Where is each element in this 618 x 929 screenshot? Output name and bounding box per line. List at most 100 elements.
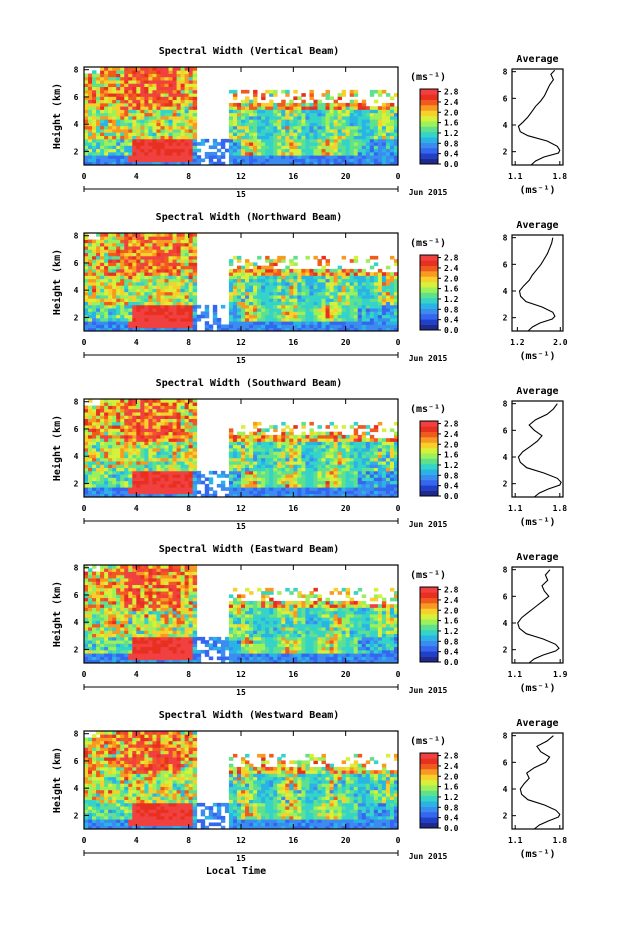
heatmap-cell <box>144 434 149 439</box>
heatmap-cell <box>289 99 294 104</box>
heatmap-cell <box>293 444 298 449</box>
heatmap-cell <box>96 129 101 133</box>
heatmap-cell <box>373 255 379 260</box>
heatmap-cell <box>108 239 113 244</box>
heatmap-cell <box>349 311 355 316</box>
heatmap-cell <box>160 236 165 240</box>
heatmap-cell <box>124 291 129 296</box>
heatmap-cell <box>277 125 282 130</box>
heatmap-cell <box>140 288 145 293</box>
heatmap-cell <box>389 282 395 286</box>
heatmap-cell <box>269 119 274 123</box>
heatmap-cell <box>184 155 190 159</box>
heatmap-cell <box>104 324 109 329</box>
heatmap-cell <box>152 451 157 455</box>
heatmap-cell <box>172 288 177 293</box>
heatmap-cell <box>140 135 145 140</box>
heatmap-cell <box>361 135 367 140</box>
heatmap-cell <box>357 132 363 136</box>
heatmap-cell <box>245 265 250 270</box>
heatmap-cell <box>144 275 149 280</box>
heatmap-cell <box>277 285 282 289</box>
heatmap-cell <box>329 285 334 289</box>
heatmap-cell <box>156 464 161 468</box>
heatmap-cell <box>253 158 258 163</box>
heatmap-cell <box>160 418 165 423</box>
heatmap-cell <box>164 457 169 462</box>
heatmap-cell <box>124 268 129 273</box>
heatmap-cell <box>305 434 310 439</box>
heatmap-cell <box>124 402 129 406</box>
heatmap-cell <box>196 317 202 322</box>
heatmap-cell <box>124 418 129 423</box>
heatmap-cell <box>345 109 351 114</box>
heatmap-cell <box>128 285 133 289</box>
heatmap-cell <box>136 415 141 419</box>
heatmap-cell <box>261 151 266 156</box>
heatmap-cell <box>128 255 133 260</box>
heatmap-cell <box>321 155 326 159</box>
heatmap-cell <box>297 285 302 289</box>
heatmap-cell <box>249 275 254 280</box>
heatmap-cell <box>128 321 133 325</box>
heatmap-cell <box>337 295 343 299</box>
heatmap-cell <box>253 301 258 306</box>
heatmap-cell <box>120 151 125 156</box>
heatmap-cell <box>297 135 302 140</box>
heatmap-cell <box>180 252 186 257</box>
heatmap-cell <box>345 112 351 117</box>
heatmap-cell <box>341 285 347 289</box>
heatmap-cell <box>120 425 125 429</box>
heatmap-cell <box>369 311 375 316</box>
heatmap-cell <box>128 448 133 452</box>
heatmap-cell <box>353 93 359 97</box>
heatmap-cell <box>100 282 105 286</box>
heatmap-cell <box>361 272 367 276</box>
heatmap-cell <box>84 298 89 302</box>
heatmap-cell <box>88 135 93 140</box>
heatmap-cell <box>377 321 383 325</box>
heatmap-cell <box>325 102 330 107</box>
heatmap-cell <box>124 438 129 442</box>
heatmap-cell <box>313 278 318 283</box>
heatmap-cell <box>349 112 355 117</box>
heatmap-cell <box>228 109 234 114</box>
heatmap-cell <box>100 317 105 322</box>
heatmap-cell <box>305 321 310 325</box>
heatmap-cell <box>253 457 258 462</box>
heatmap-cell <box>128 428 133 433</box>
heatmap-cell <box>172 259 177 263</box>
heatmap-cell <box>333 301 339 306</box>
heatmap-cell <box>108 493 113 498</box>
heatmap-cell <box>148 70 153 74</box>
heatmap-cell <box>188 308 194 312</box>
heatmap-cell <box>297 470 302 475</box>
heatmap-cell <box>192 80 198 84</box>
heatmap-cell <box>144 145 149 150</box>
heatmap-cell <box>297 155 302 159</box>
heatmap-cell <box>285 431 290 436</box>
heatmap-cell <box>132 236 137 240</box>
heatmap-cell <box>116 278 121 283</box>
heatmap-cell <box>144 415 149 419</box>
heatmap-cell <box>108 246 113 250</box>
heatmap-cell <box>317 282 322 286</box>
heatmap-cell <box>329 464 334 468</box>
heatmap-cell <box>112 308 117 312</box>
heatmap-cell <box>293 441 298 446</box>
heatmap-cell <box>176 415 182 419</box>
heatmap-cell <box>184 431 190 436</box>
heatmap-cell <box>273 461 278 465</box>
heatmap-cell <box>353 129 359 133</box>
heatmap-cell <box>301 448 306 452</box>
heatmap-cell <box>180 142 186 146</box>
heatmap-cell <box>120 102 125 107</box>
heatmap-cell <box>160 102 165 107</box>
heatmap-cell <box>349 142 355 146</box>
heatmap-cell <box>88 80 93 84</box>
heatmap-cell <box>116 301 121 306</box>
heatmap-cell <box>245 477 250 482</box>
heatmap-cell <box>277 477 282 482</box>
heatmap-cell <box>285 132 290 136</box>
heatmap-cell <box>120 148 125 153</box>
